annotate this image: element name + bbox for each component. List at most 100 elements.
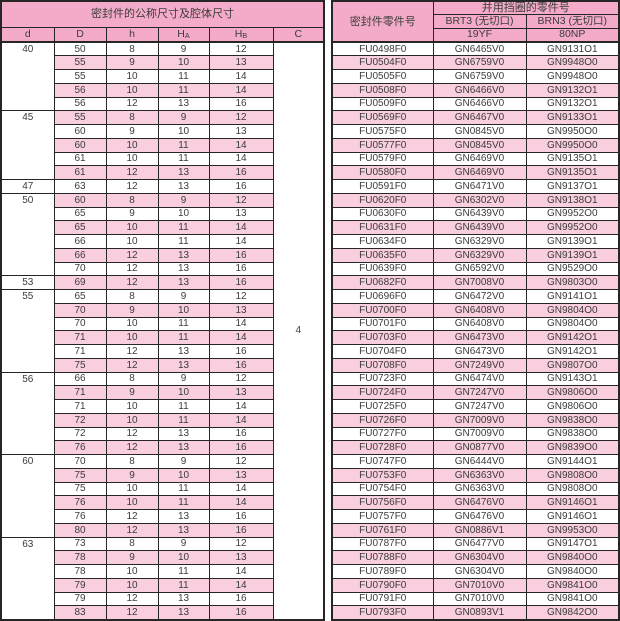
- brn3-part-cell: GN9804O0: [525, 302, 620, 318]
- cell-h: 12: [105, 344, 159, 359]
- cell-h: 10: [105, 316, 159, 332]
- dimension-row: 55 65 8 9 12: [0, 289, 324, 373]
- brt3-part-cell: GN0845V0: [432, 137, 527, 153]
- seal-part-cell: FU0630F0: [331, 206, 434, 222]
- brn3-part-cell: GN9808O0: [525, 481, 620, 497]
- brt3-part-cell: GN6467V0: [432, 110, 527, 126]
- part-number-row: FU0700F0 GN6408V0 GN9804O0: [331, 302, 620, 318]
- col-header-C: C: [272, 27, 325, 43]
- cell-h: 12: [105, 591, 159, 607]
- cell-h: 10: [105, 137, 159, 153]
- cell-h: 10: [105, 399, 159, 414]
- brt3-part-cell: GN6477V0: [432, 536, 527, 552]
- brt3-part-cell: GN6304V0: [432, 564, 527, 579]
- cell-HA: 9: [157, 192, 210, 208]
- cell-D: 76: [53, 509, 107, 524]
- brt3-part-cell: GN6329V0: [432, 247, 527, 263]
- dimension-row: 83 12 13 16: [1, 605, 324, 620]
- cell-HB: 16: [208, 605, 274, 620]
- d-group-cell: 47: [0, 179, 55, 194]
- seal-part-cell: FU0791F0: [331, 591, 434, 607]
- cell-HA: 13: [157, 275, 210, 290]
- brn3-part-cell: GN9952O0: [525, 206, 620, 222]
- col-header-HA-sub: A: [184, 30, 190, 40]
- cell-HB: 13: [208, 385, 274, 400]
- dimension-row: 78 10 11 14: [1, 564, 324, 579]
- seal-part-cell: FU0682F0: [331, 275, 434, 291]
- col-header-HA-main: H: [177, 27, 185, 40]
- dimension-row: 70 9 10 13: [1, 302, 324, 318]
- cell-D: 70: [53, 454, 107, 469]
- cell-h: 10: [105, 412, 159, 428]
- part-number-row: FU0682F0 GN7008V0 GN9803O0: [331, 275, 620, 291]
- part-number-row: FU0757F0 GN6476V0 GN9146O1: [331, 509, 620, 524]
- cell-HA: 10: [157, 385, 210, 400]
- cell-HA: 9: [157, 371, 210, 387]
- cell-h: 12: [105, 247, 159, 263]
- seal-part-cell: FU0789F0: [331, 564, 434, 579]
- seal-part-cell: FU0788F0: [331, 550, 434, 566]
- brt3-part-cell: GN6439V0: [432, 220, 527, 236]
- part-number-table: 密封件零件号 并用挡圈的零件号 BRT3 (无切口) BRN3 (无切口) 19…: [331, 0, 620, 621]
- part-number-row: FU0704F0 GN6473V0 GN9142O1: [331, 344, 620, 359]
- brn3-part-cell: GN9147O1: [525, 536, 620, 552]
- cell-D: 56: [53, 96, 107, 112]
- cell-HA: 10: [157, 124, 210, 139]
- part-number-row: FU0747F0 GN6444V0 GN9144O1: [331, 454, 620, 469]
- part-table-body: FU0498F0 GN6465V0 GN9131O1 FU0504F0 GN6759V0…: [331, 41, 620, 621]
- cell-h: 12: [105, 179, 159, 194]
- part-number-row: FU0756F0 GN6476V0 GN9146O1: [331, 495, 620, 511]
- brt3-part-cell: GN6759V0: [432, 55, 527, 71]
- cell-HB: 14: [208, 151, 274, 167]
- dimension-row: 63 73 8 9 12: [0, 536, 324, 620]
- part-number-row: FU0708F0 GN7249V0 GN9807O0: [331, 357, 620, 373]
- d-group-cell: 63: [0, 536, 55, 620]
- cell-D: 79: [53, 577, 107, 593]
- part-number-row: FU0728F0 GN0877V0 GN9839O0: [331, 440, 620, 456]
- brt3-part-cell: GN6474V0: [432, 371, 527, 387]
- cell-D: 79: [53, 591, 107, 607]
- dimension-row: 80 12 13 16: [1, 522, 324, 538]
- cell-HA: 9: [157, 110, 210, 125]
- brn3-part-cell: GN9144O1: [525, 454, 620, 469]
- part-number-row: FU0724F0 GN7247V0 GN9806O0: [331, 385, 620, 401]
- d-group-cell: 53: [0, 275, 55, 290]
- part-header-row-1: 密封件零件号 并用挡圈的零件号: [331, 0, 620, 43]
- cell-D: 71: [53, 385, 107, 400]
- cell-HB: 16: [208, 275, 274, 290]
- seal-part-cell: FU0631F0: [331, 220, 434, 236]
- cell-D: 56: [53, 82, 107, 98]
- part-number-row: FU0569F0 GN6467V0 GN9133O1: [331, 110, 620, 126]
- brt3-part-cell: GN6465V0: [432, 41, 527, 57]
- cell-D: 71: [53, 344, 107, 359]
- seal-part-cell: FU0577F0: [331, 137, 434, 153]
- cell-D: 72: [53, 412, 107, 428]
- part-number-row: FU0591F0 GN6471V0 GN9137O1: [331, 179, 620, 194]
- seal-part-cell: FU0787F0: [331, 536, 434, 552]
- d-group-cell: 55: [0, 289, 55, 373]
- part-number-row: FU0498F0 GN6465V0 GN9131O1: [331, 41, 620, 57]
- seal-part-cell: FU0704F0: [331, 344, 434, 359]
- dimension-row: 75 12 13 16: [1, 357, 324, 373]
- brn3-part-cell: GN9135O1: [525, 165, 620, 181]
- seal-part-cell: FU0790F0: [331, 577, 434, 593]
- cell-D: 75: [53, 357, 107, 373]
- cell-D: 70: [53, 316, 107, 332]
- seal-part-cell: FU0579F0: [331, 151, 434, 167]
- dimension-row: 76 12 13 16: [1, 440, 324, 455]
- part-header-row-3: 19YF 80NP: [332, 28, 620, 43]
- cell-HA: 13: [157, 605, 210, 620]
- seal-part-cell: FU0793F0: [331, 605, 434, 621]
- seal-part-cell: FU0753F0: [331, 467, 434, 483]
- cell-HB: 13: [208, 550, 274, 565]
- seal-part-cell: FU0756F0: [331, 495, 434, 511]
- seal-part-cell: FU0505F0: [331, 69, 434, 84]
- d-group-cell: 40: [0, 41, 55, 112]
- cell-D: 83: [53, 605, 107, 620]
- backup-ring-header: 并用挡圈的零件号: [432, 0, 620, 16]
- cell-HA: 13: [157, 591, 210, 607]
- brn3-part-cell: GN9146O1: [525, 495, 620, 511]
- cell-HB: 16: [208, 426, 274, 442]
- col-header-HA: HA: [157, 27, 210, 43]
- cell-h: 9: [105, 124, 159, 139]
